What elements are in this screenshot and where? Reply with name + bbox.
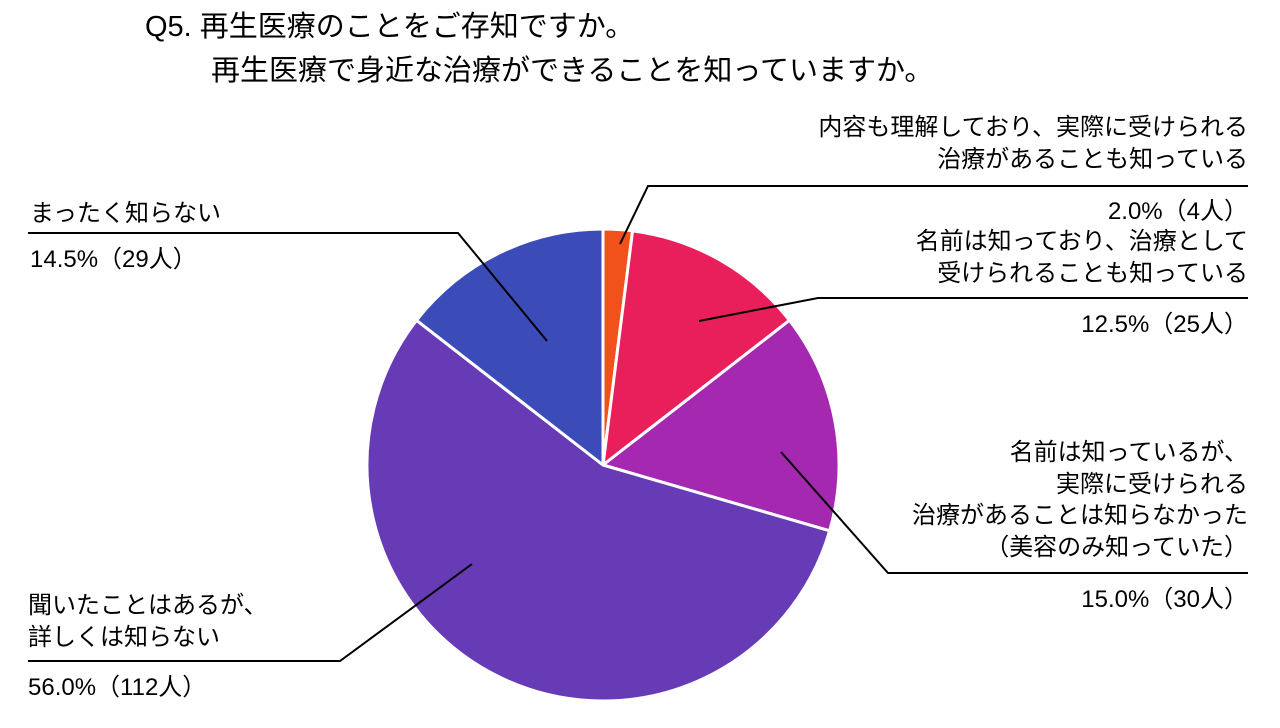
label-slice-3-line3: 治療があることは知らなかった <box>912 502 1248 530</box>
label-slice-1-line1: 内容も理解しており、実際に受けられる <box>818 114 1248 141</box>
chart-title-line1: Q5. 再生医療のことをご存知ですか。 <box>145 11 635 43</box>
leader-line-slice-1 <box>619 185 1248 245</box>
value-slice-1: 2.0%（4人） <box>1107 198 1248 225</box>
leader-line-slice-4 <box>28 563 473 662</box>
pie-slice-2 <box>601 229 791 467</box>
label-slice-5: まったく知らない <box>30 198 221 230</box>
label-slice-3-line2: 実際に受けられる <box>1056 470 1248 498</box>
label-slice-4: 聞いたことはあるが、 詳しくは知らない <box>28 590 268 653</box>
pie-slice-4 <box>365 318 832 703</box>
pie-slice-5 <box>415 227 605 467</box>
label-slice-3: 名前は知っているが、 実際に受けられる 治療があることは知らなかった （美容のみ… <box>912 437 1248 564</box>
label-slice-1: 内容も理解しており、実際に受けられる 治療があることも知っている <box>818 112 1248 175</box>
label-slice-2-line1: 名前は知っており、治療として <box>915 228 1248 255</box>
chart-title: Q5. 再生医療のことをご存知ですか。 再生医療で身近な治療ができることを知って… <box>145 6 933 93</box>
label-slice-4-line2: 詳しくは知らない <box>28 623 220 651</box>
label-slice-4-line1: 聞いたことはあるが、 <box>28 592 268 619</box>
value-slice-3: 15.0%（30人） <box>1081 586 1248 613</box>
pie-slices-group <box>365 227 841 703</box>
chart-title-line2: 再生医療で身近な治療ができることを知っていますか。 <box>211 54 934 87</box>
value-slice-4: 56.0%（112人） <box>28 674 207 701</box>
value-slice-5: 14.5%（29人） <box>30 246 197 273</box>
label-slice-3-line1: 名前は知っているが、 <box>1009 439 1248 466</box>
label-slice-2: 名前は知っており、治療として 受けられることも知っている <box>916 226 1248 289</box>
leader-line-slice-2 <box>698 297 1248 322</box>
label-slice-1-line2: 治療があることも知っている <box>937 145 1248 173</box>
label-slice-5-line1: まったく知らない <box>30 200 222 227</box>
leader-line-slice-5 <box>28 232 548 342</box>
leader-lines-group <box>28 185 1248 662</box>
leader-line-slice-3 <box>780 451 1248 574</box>
pie-slice-3 <box>601 318 841 533</box>
value-slice-2: 12.5%（25人） <box>1081 311 1248 338</box>
label-slice-3-line4: （美容のみ知っていた） <box>985 534 1248 562</box>
label-slice-2-line2: 受けられることも知っている <box>937 259 1248 287</box>
